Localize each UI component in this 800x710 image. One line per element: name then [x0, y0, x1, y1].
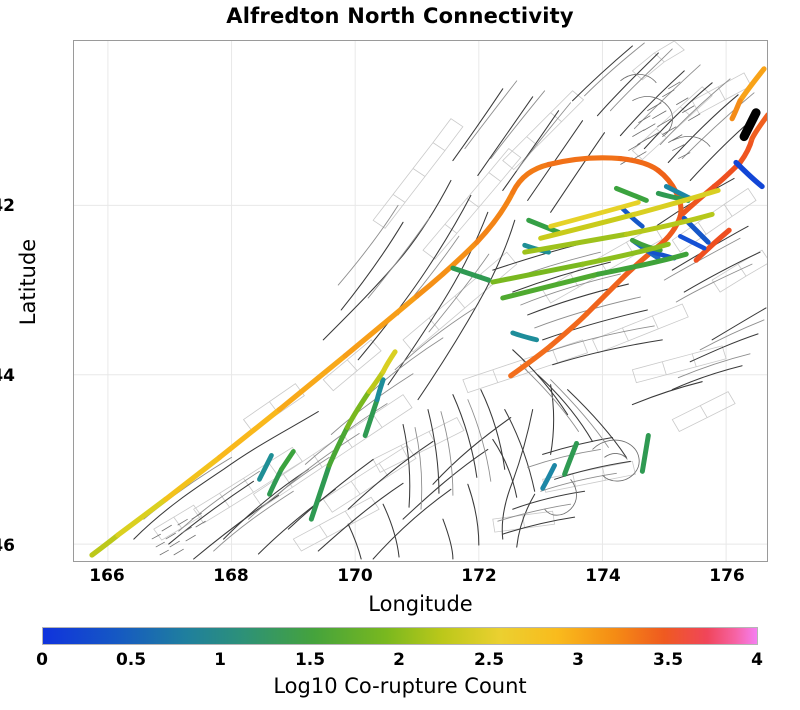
xtick-label: 176 — [709, 566, 745, 586]
colorbar-tick-label: 1.5 — [294, 650, 326, 670]
y-axis-label: Latitude — [16, 238, 40, 326]
page-title: Alfredton North Connectivity — [226, 4, 574, 28]
xtick-label: 170 — [337, 566, 373, 586]
fault-traces-secondary — [143, 42, 765, 552]
ytick-label: -42 — [0, 196, 15, 216]
xtick-label: 166 — [89, 566, 125, 586]
colorbar-tick-label: 3 — [572, 650, 584, 670]
colorbar-tick-label: 3.5 — [652, 650, 684, 670]
fault-map — [74, 41, 767, 561]
colorbar[interactable] — [42, 627, 758, 645]
colorbar-gradient — [42, 627, 758, 645]
colorbar-tick-label: 4 — [751, 650, 763, 670]
xtick-label: 168 — [213, 566, 249, 586]
coastline-detail — [544, 73, 711, 516]
ytick-label: -46 — [0, 536, 15, 556]
xtick-label: 174 — [585, 566, 621, 586]
fiordland-cluster — [151, 512, 206, 556]
corupture-traces — [89, 66, 767, 558]
map-plot-area[interactable] — [73, 40, 768, 562]
x-axis-label: Longitude — [368, 592, 473, 616]
colorbar-tick-label: 0 — [36, 650, 48, 670]
colorbar-tick-label: 1 — [214, 650, 226, 670]
colorbar-tick-label: 2 — [393, 650, 405, 670]
colorbar-tick-label: 2.5 — [473, 650, 505, 670]
fault-polygons-light — [153, 41, 767, 552]
colorbar-tick-label: 0.5 — [115, 650, 147, 670]
ytick-label: -44 — [0, 366, 15, 386]
grid-lines — [74, 41, 767, 561]
colorbar-label: Log10 Co-rupture Count — [273, 674, 527, 698]
xtick-label: 172 — [461, 566, 497, 586]
fault-traces-dark — [133, 45, 767, 560]
